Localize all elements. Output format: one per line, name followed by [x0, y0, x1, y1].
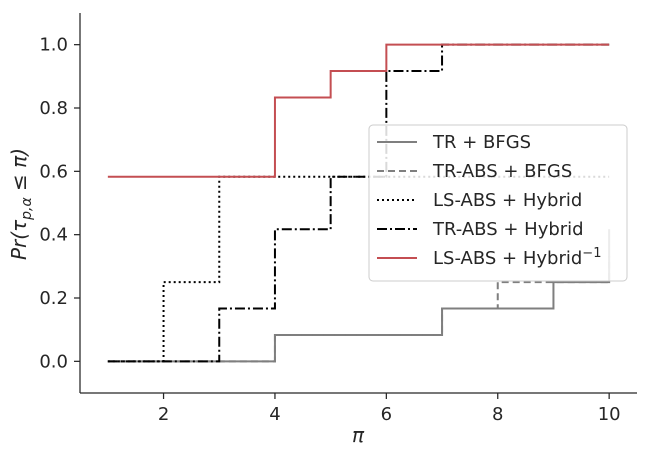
x-tick-label: 8 [492, 404, 503, 425]
y-tick-label: 0.4 [39, 225, 68, 246]
y-tick-label: 0.0 [39, 351, 68, 372]
x-tick-label: 4 [269, 404, 280, 425]
x-tick-label: 10 [598, 404, 621, 425]
axes [79, 13, 637, 394]
x-axis-title: π [352, 423, 365, 447]
plot-lines [107, 43, 611, 363]
y-ticks: 0.0 0.2 0.4 0.6 0.8 1.0 [39, 35, 80, 372]
y-axis-title: Pr(τp,α ≤ π) [7, 148, 35, 260]
x-tick-label: 6 [381, 404, 392, 425]
legend: TR + BFGS TR-ABS + BFGS LS-ABS + Hybrid TR-… [368, 124, 628, 282]
y-axis-title-subscript: p,α [19, 197, 35, 221]
legend-label: LS-ABS + Hybrid−1 [433, 246, 601, 269]
series-line-2 [107, 255, 611, 363]
legend-label: LS-ABS + Hybrid [433, 190, 582, 211]
y-tick-label: 0.8 [39, 98, 68, 119]
y-tick-label: 1.0 [39, 35, 68, 56]
y-axis-title-tail: ≤ π) [7, 148, 31, 197]
legend-label: TR + BFGS [432, 132, 531, 153]
series-line-5 [107, 43, 610, 178]
x-ticks: 2 4 6 8 10 [158, 393, 621, 425]
y-tick-label: 0.6 [39, 161, 68, 182]
y-axis-title-main: Pr(τ [7, 219, 31, 260]
series-line-4 [107, 43, 610, 363]
y-tick-label: 0.2 [39, 288, 68, 309]
legend-frame [368, 124, 628, 282]
x-tick-label: 2 [158, 404, 169, 425]
legend-label: TR-ABS + BFGS [432, 161, 572, 182]
legend-label-superscript: −1 [582, 246, 601, 261]
legend-label: TR-ABS + Hybrid [432, 219, 584, 240]
